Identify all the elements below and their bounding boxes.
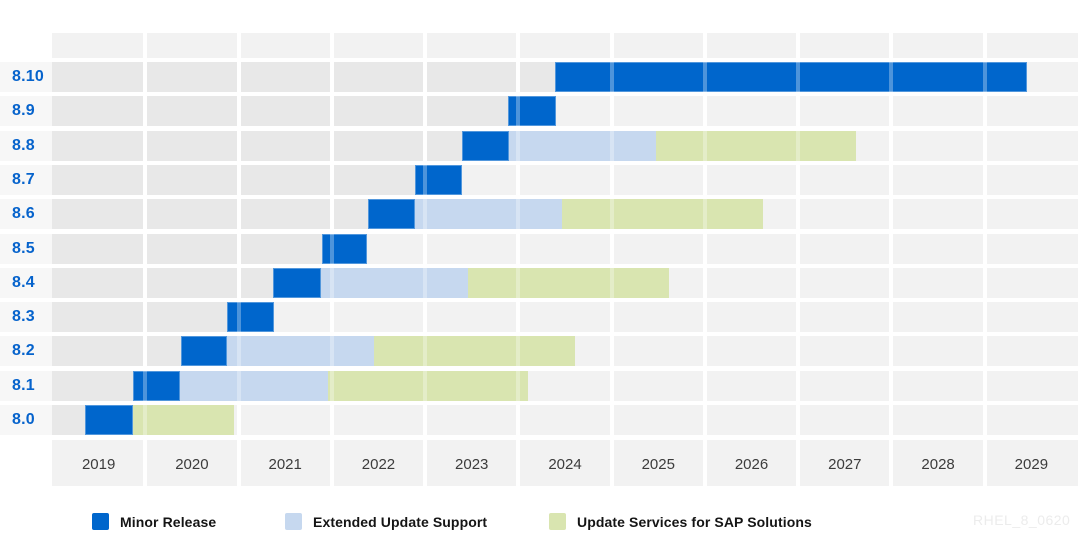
sap-support-bar [373, 336, 576, 367]
column-gap-line-overlay [982, 33, 987, 486]
minor-support-bar [180, 336, 228, 367]
column-gap-line-overlay [423, 33, 428, 486]
column-gap-line-overlay [329, 33, 334, 486]
column-gap-line-overlay [516, 33, 521, 486]
sap-support-bar [467, 267, 669, 298]
column-gap-line [423, 33, 428, 486]
row-label-cell: 8.4 [0, 267, 52, 298]
column-gap-line [609, 33, 614, 486]
row-label-cell: 8.0 [0, 405, 52, 435]
row-stripe-past [52, 267, 274, 298]
release-version-label: 8.7 [12, 170, 35, 188]
x-axis-tick-label: 2023 [455, 456, 489, 473]
row-stripe-past [52, 199, 369, 230]
release-version-label: 8.9 [12, 102, 35, 120]
row-label-cell: 8.9 [0, 96, 52, 127]
sap-support-bar [562, 199, 763, 230]
minor-support-bar [368, 199, 415, 230]
legend-label: Minor Release [120, 513, 217, 530]
row-stripe-past [52, 62, 555, 92]
sap-support-bar [328, 370, 528, 401]
row-label-cell: 8.10 [0, 62, 52, 92]
sap-support-bar [656, 130, 856, 161]
x-axis-band [52, 439, 1078, 486]
column-gap-line [236, 33, 241, 486]
row-stripe-past [52, 405, 85, 435]
release-version-label: 8.1 [12, 376, 35, 394]
row-label-cell: 8.2 [0, 336, 52, 367]
minor-support-bar [508, 96, 556, 127]
row-stripe-past [52, 302, 228, 333]
column-gap-line [796, 33, 801, 486]
row-label-cell: 8.3 [0, 302, 52, 333]
legend-label: Extended Update Support [313, 513, 488, 530]
release-version-label: 8.5 [12, 239, 35, 257]
minor-support-bar [414, 164, 463, 195]
x-axis-tick-label: 2028 [921, 456, 955, 473]
column-gap-line-overlay [702, 33, 707, 486]
x-axis-tick-label: 2027 [828, 456, 862, 473]
column-gap-line-overlay [796, 33, 801, 486]
x-axis-tick-label: 2022 [361, 456, 396, 473]
chart-top-band [52, 33, 1078, 58]
row-stripe-past [52, 370, 134, 401]
row-stripe-past [52, 164, 415, 195]
row-label-cell: 8.8 [0, 130, 52, 161]
row-label-cell: 8.6 [0, 199, 52, 230]
row-stripe-past [52, 96, 509, 127]
x-axis-tick-label: 2026 [734, 456, 769, 473]
sap-support-bar [133, 405, 234, 435]
release-version-label: 8.10 [12, 68, 44, 85]
column-gap-line [702, 33, 707, 486]
eus-support-bar [414, 199, 563, 230]
minor-support-bar [273, 267, 321, 298]
release-version-label: 8.3 [12, 308, 35, 326]
x-axis-tick-label: 2025 [641, 456, 675, 473]
eus-legend-swatch-icon [285, 513, 302, 530]
sap-legend-swatch-icon [549, 513, 566, 530]
release-version-label: 8.6 [12, 205, 35, 223]
column-gap-line [889, 33, 894, 486]
legend-label: Update Services for SAP Solutions [577, 513, 812, 530]
eus-support-bar [509, 130, 657, 161]
eus-support-bar [227, 336, 374, 367]
x-axis-tick-label: 2021 [268, 456, 302, 473]
minor-support-bar [321, 233, 368, 264]
minor-support-bar [554, 62, 1027, 92]
row-label-cell: 8.7 [0, 164, 52, 195]
row-stripe-past [52, 336, 181, 367]
column-gap-line [982, 33, 987, 486]
column-gap-line-overlay [236, 33, 241, 486]
row-stripe-past [52, 233, 322, 264]
release-version-label: 8.0 [12, 411, 35, 428]
x-axis-tick-label: 2029 [1014, 456, 1049, 473]
release-version-label: 8.4 [12, 273, 35, 291]
minor-support-bar [84, 405, 134, 435]
row-stripe-past [52, 130, 463, 161]
minor-support-bar [227, 302, 274, 333]
column-gap-line-overlay [609, 33, 614, 486]
minor-support-bar [133, 370, 180, 401]
row-label-cell: 8.1 [0, 370, 52, 401]
column-gap-line-overlay [143, 33, 148, 486]
eus-support-bar [179, 370, 329, 401]
release-version-label: 8.8 [12, 136, 35, 154]
legend-item-eus: Extended Update Support [285, 513, 487, 530]
x-axis-tick-label: 2019 [81, 456, 116, 473]
x-axis-tick-label: 2020 [175, 456, 209, 473]
x-axis-tick-label: 2024 [548, 456, 582, 473]
column-gap-line-overlay [889, 33, 894, 486]
legend-item-sap: Update Services for SAP Solutions [549, 513, 812, 530]
row-label-cell: 8.5 [0, 233, 52, 264]
column-gap-line [143, 33, 148, 486]
watermark-text: RHEL_8_0620 [973, 512, 1071, 528]
legend-item-minor: Minor Release [92, 513, 216, 530]
minor-support-bar [462, 130, 510, 161]
minor-legend-swatch-icon [92, 513, 109, 530]
eus-support-bar [320, 267, 468, 298]
column-gap-line [516, 33, 521, 486]
release-version-label: 8.2 [12, 342, 35, 360]
